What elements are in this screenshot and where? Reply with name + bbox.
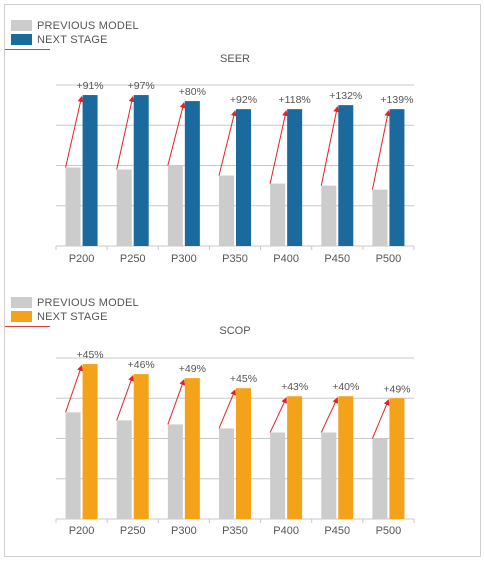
increase-label: +49% — [383, 383, 410, 395]
x-tick-label: P300 — [171, 525, 197, 537]
chart-title: SEER — [220, 53, 250, 65]
increase-label: +80% — [179, 86, 206, 98]
increase-label: +49% — [179, 363, 206, 375]
increase-label: +118% — [279, 94, 311, 106]
legend-underline-seer — [5, 49, 50, 50]
x-tick-label: P450 — [324, 525, 350, 537]
bar-next-p200 — [82, 95, 98, 246]
bar-previous-p450 — [321, 185, 337, 246]
x-tick-label: P450 — [324, 253, 350, 265]
x-tick-label: P500 — [376, 253, 402, 265]
legend-entry-next: NEXT STAGE — [11, 33, 139, 46]
x-tick-label: P250 — [120, 253, 146, 265]
x-tick-label: P500 — [376, 525, 402, 537]
increase-arrow — [269, 397, 287, 433]
increase-arrow — [320, 397, 338, 433]
bar-next-p400 — [287, 396, 303, 519]
legend-entry-previous: PREVIOUS MODEL — [11, 19, 139, 32]
increase-label: +40% — [332, 381, 359, 393]
bar-previous-p350 — [219, 428, 234, 519]
bar-next-p500 — [389, 398, 405, 519]
legend-underline-scop — [5, 326, 50, 327]
bar-previous-p400 — [270, 432, 286, 519]
bar-next-p300 — [184, 378, 200, 519]
bar-previous-p350 — [219, 175, 234, 246]
chart-frame — [4, 4, 481, 557]
bar-next-p350 — [236, 109, 251, 247]
x-tick-label: P350 — [222, 253, 248, 265]
bar-previous-p450 — [321, 432, 337, 519]
legend-entry-next: NEXT STAGE — [11, 310, 139, 323]
bar-previous-p300 — [167, 165, 183, 246]
legend-label-next: NEXT STAGE — [37, 33, 108, 46]
bar-next-p450 — [338, 396, 354, 519]
increase-label: +92% — [230, 94, 257, 106]
legend-label-previous: PREVIOUS MODEL — [37, 296, 139, 309]
bar-previous-p500 — [372, 189, 388, 246]
x-tick-label: P400 — [273, 525, 299, 537]
bar-previous-p250 — [116, 169, 132, 246]
scop-chart: SCOP +45% P200 +46% P250 +49% P300 +45% P350 +43%… — [55, 325, 415, 537]
increase-arrow — [116, 374, 134, 421]
increase-label: +46% — [128, 359, 155, 371]
legend-scop: PREVIOUS MODEL NEXT STAGE — [11, 296, 139, 324]
increase-label: +97% — [128, 80, 155, 92]
bar-next-p400 — [287, 109, 303, 247]
x-tick-label: P300 — [171, 253, 197, 265]
legend-swatch-previous — [11, 297, 32, 308]
increase-arrow — [320, 105, 340, 186]
increase-arrow — [167, 378, 186, 425]
bar-previous-p300 — [167, 424, 183, 519]
legend-swatch-next — [11, 34, 32, 45]
increase-label: +132% — [329, 90, 362, 102]
bar-next-p350 — [236, 388, 251, 519]
bar-next-p250 — [133, 95, 149, 246]
x-tick-label: P350 — [222, 525, 248, 537]
bar-next-p450 — [338, 105, 354, 246]
legend-swatch-previous — [11, 20, 32, 31]
bar-next-p250 — [133, 374, 149, 519]
legend-entry-previous: PREVIOUS MODEL — [11, 296, 139, 309]
bar-previous-p200 — [65, 167, 81, 246]
increase-arrow — [371, 109, 391, 190]
x-tick-label: P200 — [69, 253, 95, 265]
bar-previous-p500 — [372, 438, 388, 519]
legend-seer: PREVIOUS MODEL NEXT STAGE — [11, 19, 139, 47]
bar-next-p300 — [184, 101, 200, 246]
chart-title: SCOP — [219, 325, 250, 337]
increase-label: +139% — [380, 94, 413, 106]
seer-chart: SEER +91% P200 +97% P250 +80% P300 +92% P350 +118… — [55, 53, 415, 265]
increase-arrow — [218, 389, 236, 429]
increase-arrow — [167, 101, 186, 166]
increase-label: +91% — [76, 80, 103, 92]
increase-arrow — [371, 399, 390, 439]
increase-arrow — [65, 95, 84, 168]
increase-arrow — [65, 364, 83, 413]
increase-label: +45% — [76, 349, 103, 361]
bar-next-p200 — [82, 364, 98, 519]
bar-previous-p250 — [116, 420, 132, 519]
legend-label-previous: PREVIOUS MODEL — [37, 19, 139, 32]
legend-label-next: NEXT STAGE — [37, 310, 108, 323]
x-tick-label: P250 — [120, 525, 146, 537]
bar-next-p500 — [389, 109, 405, 247]
increase-label: +43% — [281, 381, 308, 393]
increase-arrow — [269, 109, 289, 184]
increase-arrow — [218, 109, 237, 176]
legend-swatch-next — [11, 311, 32, 322]
bar-previous-p200 — [65, 412, 81, 519]
bar-previous-p400 — [270, 183, 286, 246]
increase-arrow — [116, 95, 135, 170]
x-tick-label: P200 — [69, 525, 95, 537]
x-tick-label: P400 — [273, 253, 299, 265]
increase-label: +45% — [230, 373, 257, 385]
